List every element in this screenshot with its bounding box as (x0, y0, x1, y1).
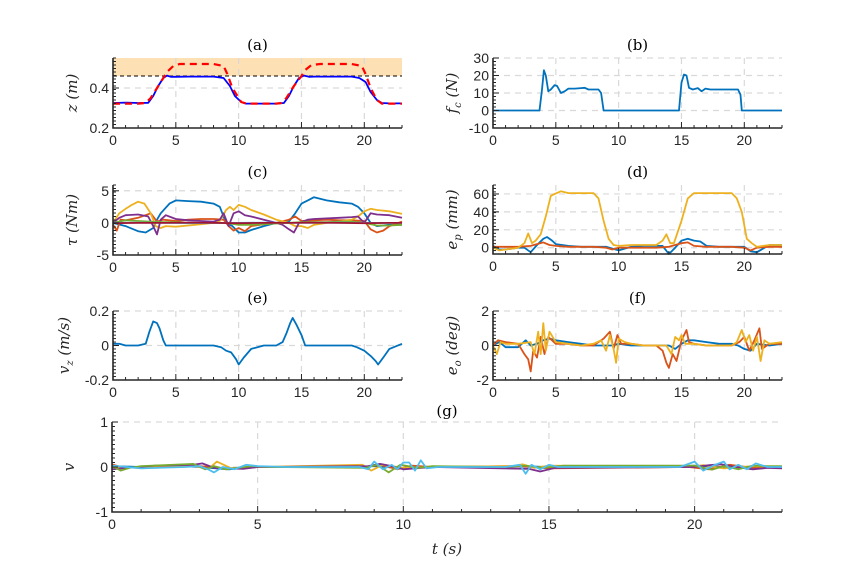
y-tick-label: 5 (101, 183, 109, 199)
series-line-pitch (492, 327, 782, 373)
x-tick-label: 20 (737, 132, 753, 148)
x-tick-label: 10 (611, 258, 627, 274)
x-tick-label: 10 (231, 259, 247, 275)
panel-e: 0 5 10 15 20-0.200.2(e)vz (m/s) (55, 289, 403, 400)
x-tick-label: 5 (552, 132, 560, 148)
series-line-v-z (113, 316, 403, 366)
x-tick-label: 0 (108, 516, 116, 532)
safety-band (113, 58, 402, 76)
panel-c: 0 5 10 15 20-505(c)τ (Nm) (63, 163, 403, 275)
x-tick-label: 20 (357, 132, 373, 148)
y-tick-label: -10 (469, 120, 489, 136)
x-tick-label: 0 (489, 258, 497, 274)
y-tick-label: -1 (96, 504, 109, 520)
y-tick-label: -0.2 (85, 372, 109, 388)
x-tick-label: 20 (687, 516, 703, 532)
x-tick-label: 15 (674, 132, 690, 148)
y-tick-label: 0 (101, 338, 109, 354)
x-tick-label: 20 (737, 258, 753, 274)
x-tick-label: 15 (294, 384, 310, 400)
series-line-z (492, 190, 782, 252)
y-axis-label: eo (deg) (443, 316, 464, 376)
x-tick-label: 15 (294, 132, 310, 148)
x-axis-label: t (s) (432, 540, 462, 558)
x-tick-label: 20 (357, 259, 373, 275)
y-axis-label: ep (mm) (443, 189, 464, 249)
x-tick-label: 5 (552, 258, 560, 274)
x-tick-label: 0 (109, 132, 117, 148)
series-line-joint2 (112, 212, 403, 234)
panel-title: (g) (436, 402, 457, 420)
panel-f: 0 5 10 15 20-202(f)eo (deg) (443, 289, 783, 400)
series-line-yaw (492, 322, 783, 364)
series-line-joint1 (112, 196, 402, 234)
series-line-reference (113, 62, 402, 105)
y-tick-label: 10 (473, 85, 489, 101)
panel-d: 0 5 10 15 20 0 20 40 60 (d) ep (mm) (443, 163, 783, 274)
y-tick-label: 30 (473, 50, 489, 66)
panel-title: (f) (629, 289, 646, 307)
x-tick-label: 5 (172, 259, 180, 275)
y-tick-label: -2 (477, 372, 490, 388)
panel-title: (c) (247, 163, 267, 181)
x-tick-label: 15 (541, 516, 557, 532)
x-tick-label: 10 (396, 516, 412, 532)
series-line-joint3 (112, 200, 403, 229)
x-tick-label: 10 (611, 132, 627, 148)
y-axis-label: z (m) (63, 74, 81, 114)
y-axis-label: fc (N) (443, 72, 464, 114)
y-tick-label: 0.2 (90, 303, 110, 319)
x-tick-label: 10 (611, 384, 627, 400)
y-tick-label: 0 (100, 459, 108, 475)
y-tick-label: 20 (473, 222, 489, 238)
x-tick-label: 0 (489, 132, 497, 148)
y-tick-label: 0 (481, 240, 489, 256)
y-axis-label: v (60, 462, 78, 471)
y-axis-label: vz (m/s) (55, 317, 76, 374)
x-tick-label: 0 (109, 384, 117, 400)
series-line-roll (492, 337, 783, 352)
x-tick-label: 5 (254, 516, 262, 532)
series-line-f-c (493, 69, 782, 112)
panel-title: (b) (627, 36, 648, 54)
series-line-joint7 (112, 221, 402, 225)
x-tick-label: 20 (737, 384, 753, 400)
x-tick-label: 5 (172, 132, 180, 148)
y-tick-label: 0 (101, 215, 109, 231)
panel-title: (e) (247, 289, 268, 307)
y-tick-label: 0.2 (90, 120, 110, 136)
y-tick-label: 0 (481, 338, 489, 354)
x-tick-label: 15 (294, 259, 310, 275)
y-tick-label: 20 (473, 68, 489, 84)
y-tick-label: 0.4 (90, 80, 110, 96)
x-tick-label: 0 (109, 259, 117, 275)
x-tick-label: 5 (172, 384, 180, 400)
y-axis-label: τ (Nm) (63, 194, 81, 246)
x-tick-label: 5 (552, 384, 560, 400)
x-tick-label: 10 (231, 132, 247, 148)
panel-title: (d) (627, 163, 648, 181)
panel-g: 0 5 10 15 20-101(g)vt (s) (60, 402, 783, 558)
y-tick-label: 1 (100, 414, 108, 430)
y-tick-label: 60 (473, 186, 489, 202)
series-line-y (493, 241, 782, 252)
y-tick-label: 0 (481, 103, 489, 119)
series-line-v6 (111, 459, 782, 475)
panel-title: (a) (247, 36, 268, 54)
y-tick-label: -5 (97, 247, 110, 263)
x-tick-label: 0 (489, 384, 497, 400)
y-tick-label: 40 (473, 204, 489, 220)
x-tick-label: 10 (231, 384, 247, 400)
panel-a: 0 5 10 15 20 0.2 0.4 (a) z (m) (63, 36, 403, 148)
y-tick-label: 2 (481, 303, 489, 319)
x-tick-label: 20 (357, 384, 373, 400)
x-tick-label: 15 (674, 258, 690, 274)
x-tick-label: 15 (674, 384, 690, 400)
series-line-joint4 (112, 210, 403, 236)
